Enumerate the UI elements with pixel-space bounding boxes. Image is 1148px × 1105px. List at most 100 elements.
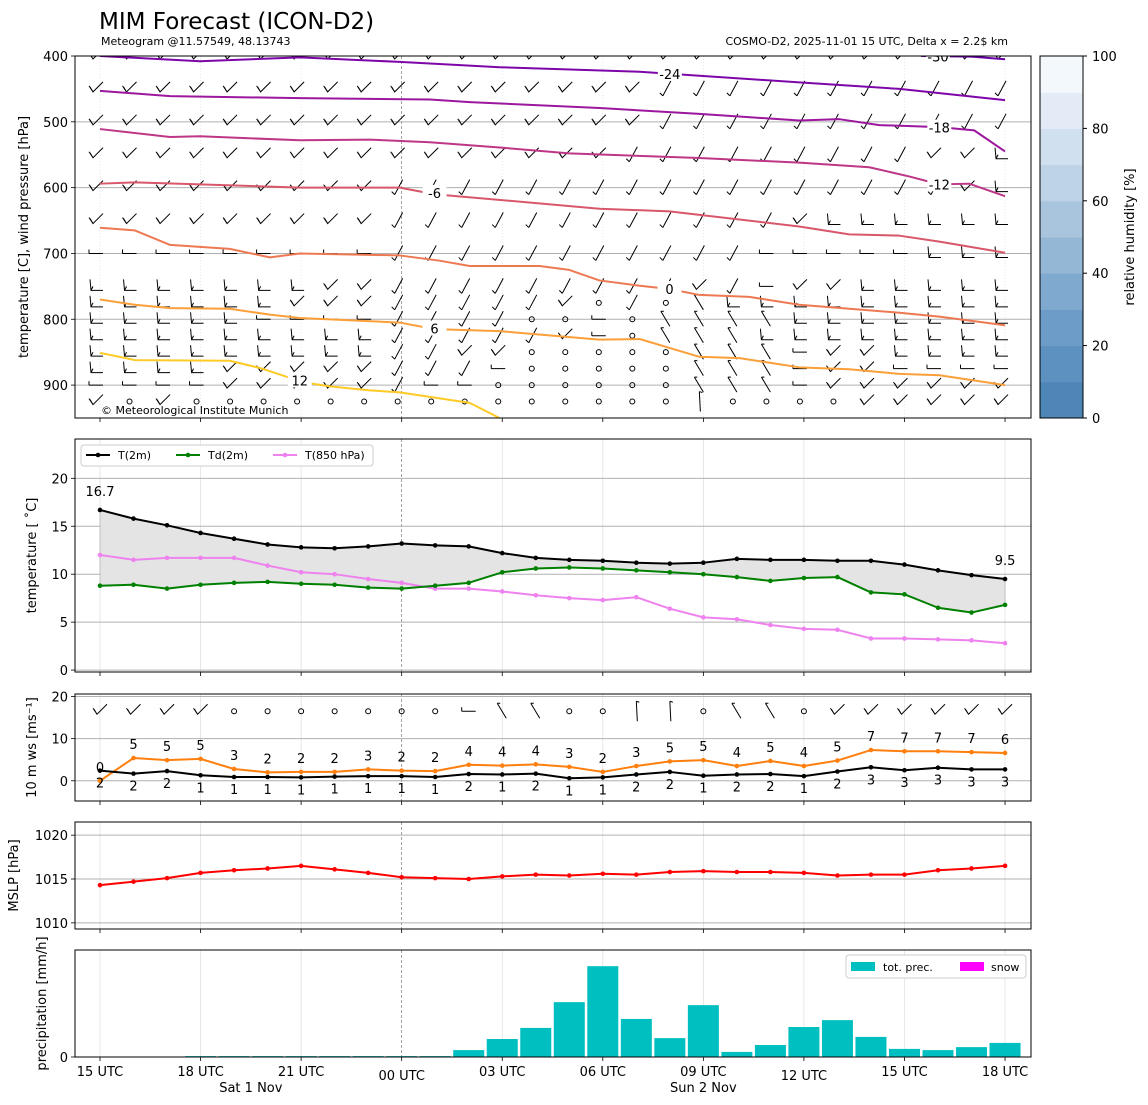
gust-value-label: 2	[599, 752, 607, 767]
data-point	[399, 541, 404, 546]
legend-box	[845, 954, 1027, 979]
ws-value-label: 1	[330, 783, 338, 798]
wind-barb-icon	[126, 703, 141, 716]
wind-barb-icon	[525, 179, 538, 195]
wind-barb-icon	[155, 394, 171, 406]
data-point	[231, 766, 237, 772]
wind-barb-icon	[559, 56, 566, 60]
wind-barb-icon	[257, 328, 271, 341]
data-point	[332, 571, 337, 577]
wind-barb-icon	[625, 212, 638, 228]
data-point	[198, 530, 203, 536]
calm-wind-icon	[700, 708, 707, 715]
wind-barb-icon	[793, 179, 806, 195]
calm-wind-icon	[298, 708, 305, 715]
wind-barb-icon	[726, 80, 739, 97]
wind-barb-icon	[792, 279, 808, 291]
precip-bar	[453, 1050, 485, 1057]
calm-wind-icon	[495, 382, 502, 389]
wind-barb-icon	[458, 278, 471, 294]
wind-barb-icon	[961, 213, 975, 226]
gust-value-label: 3	[364, 749, 372, 764]
ws-value-label: 2	[96, 777, 104, 792]
data-point	[902, 767, 907, 773]
data-point	[131, 516, 136, 521]
y-tick-label: 20	[51, 472, 68, 487]
wind-barb-icon	[257, 295, 271, 308]
wind-barb-icon	[994, 213, 1009, 226]
data-point	[466, 586, 472, 591]
isotherm-line	[99, 89, 1006, 153]
wind-barb-icon	[458, 179, 471, 195]
wind-barb-icon	[222, 377, 238, 389]
precip-bar	[855, 1036, 887, 1057]
isotherm-label: -30	[927, 51, 948, 66]
data-point	[801, 773, 807, 779]
wind-barb-icon	[490, 81, 506, 93]
wind-barb-icon	[927, 312, 941, 324]
wind-barb-icon	[592, 179, 605, 195]
data-point	[734, 616, 740, 622]
y-tick-label: 5	[60, 616, 68, 631]
wind-barb-icon	[792, 249, 807, 254]
gust-value-label: 2	[398, 751, 406, 766]
calm-wind-icon	[562, 316, 569, 323]
isotherm-label: 6	[430, 322, 438, 337]
wind-barb-icon	[698, 391, 703, 412]
data-point	[734, 763, 740, 769]
data-point	[432, 875, 438, 881]
y-axis-label: temperature [ ˚C]	[24, 498, 40, 614]
y-tick-label: 800	[43, 313, 68, 328]
data-point	[533, 555, 539, 561]
data-point	[131, 771, 136, 776]
ws-value-label: 1	[800, 782, 808, 797]
wind-barb-icon	[189, 114, 204, 126]
wind-barb-icon	[827, 179, 839, 195]
wind-barb-icon	[257, 56, 265, 60]
wind-barb-icon	[424, 360, 437, 376]
wind-barb-icon	[624, 81, 640, 93]
wind-barb-icon	[794, 56, 801, 60]
wind-barb-icon	[893, 328, 908, 341]
data-point	[298, 545, 304, 550]
precip-bar	[989, 1042, 1021, 1057]
wind-barb-icon	[557, 81, 573, 93]
wind-barb-icon	[760, 80, 772, 97]
isotherm-label: -6	[428, 187, 441, 202]
wind-barb-icon	[591, 147, 607, 159]
wind-barb-icon	[994, 246, 1009, 258]
calm-wind-icon	[562, 365, 569, 372]
wind-barb-icon	[863, 703, 879, 716]
ws-value-label: 1	[599, 783, 607, 798]
wind-barb-icon	[897, 703, 912, 716]
wind-barb-icon	[994, 312, 1009, 324]
gust-value-label: 5	[163, 740, 171, 755]
gust-value-label: 4	[800, 746, 808, 761]
data-point	[868, 747, 874, 753]
wind-barb-icon	[693, 113, 705, 130]
wind-barb-icon	[626, 56, 634, 60]
wind-barb-icon	[826, 328, 841, 341]
y-tick-label: 600	[43, 182, 68, 197]
wind-barb-icon	[222, 114, 238, 126]
wind-barb-icon	[491, 311, 504, 327]
wind-barb-icon	[256, 147, 271, 159]
data-point	[164, 555, 170, 561]
wind-barb-icon	[927, 295, 941, 308]
wind-barb-icon	[391, 327, 404, 344]
colorbar-step	[1040, 164, 1083, 202]
wind-barb-icon	[557, 114, 573, 126]
calm-wind-icon	[528, 365, 535, 372]
wind-barb-icon	[659, 80, 672, 97]
wind-barb-icon	[457, 81, 473, 93]
wind-barb-icon	[156, 312, 171, 324]
wind-barb-icon	[323, 279, 338, 291]
isotherm-label: 12	[292, 374, 309, 389]
wind-barb-icon	[289, 213, 305, 225]
wind-barb-icon	[289, 81, 305, 93]
data-point	[365, 576, 371, 582]
data-point	[835, 758, 840, 763]
wind-barb-icon	[793, 146, 806, 163]
wind-barb-icon	[123, 279, 137, 291]
data-point	[768, 578, 773, 584]
